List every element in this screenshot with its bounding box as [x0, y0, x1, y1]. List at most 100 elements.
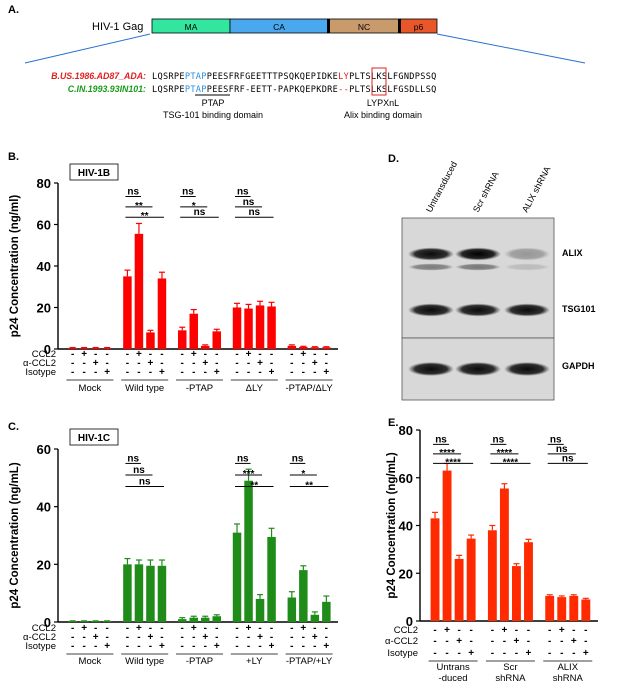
- treatment-label: α-CCL2: [385, 636, 418, 647]
- motif-ptap-desc: TSG-101 binding domain: [163, 110, 263, 120]
- y-tick-label: 60: [37, 218, 51, 233]
- treatment-sign: -: [584, 636, 587, 647]
- bar: [545, 595, 555, 621]
- bar: [212, 616, 222, 622]
- treatment-sign: +: [300, 623, 306, 634]
- sig-label: ***: [243, 469, 255, 480]
- treatment-sign: -: [149, 641, 152, 652]
- bar: [322, 347, 331, 349]
- group-label: Wild type: [125, 383, 164, 394]
- seq2-part-a: LQSRPE: [152, 85, 185, 95]
- gene-name: HIV-1 Gag: [92, 21, 143, 33]
- treatment-sign: -: [137, 358, 140, 369]
- sig-label: ns: [194, 207, 206, 218]
- treatment-sign: -: [94, 623, 97, 634]
- sig-label: ns: [243, 197, 255, 208]
- virus-badge: HIV-1C: [78, 433, 110, 444]
- sig-label: ****: [439, 448, 455, 459]
- treatment-sign: +: [214, 367, 220, 378]
- treatment-sign: -: [270, 632, 273, 643]
- alix-sub-band: [408, 263, 454, 271]
- group-label: -PTAP/ΔLY: [286, 383, 334, 394]
- treatment-sign: -: [572, 648, 575, 659]
- seq1-ptap: PTAP: [185, 72, 207, 82]
- bar: [524, 542, 533, 621]
- treatment-sign: -: [126, 358, 129, 369]
- treatment-sign: -: [82, 358, 85, 369]
- treatment-sign: +: [526, 648, 532, 659]
- treatment-sign: -: [313, 349, 316, 360]
- bar: [91, 621, 100, 622]
- sig-label: ns: [133, 465, 145, 476]
- sig-label: ****: [503, 457, 519, 468]
- treatment-sign: +: [191, 623, 197, 634]
- blot-top-membrane: [401, 217, 555, 339]
- treatment-sign: -: [235, 349, 238, 360]
- bar: [79, 621, 89, 622]
- treatment-sign: +: [323, 367, 329, 378]
- bar: [134, 233, 144, 349]
- treatment-sign: -: [247, 358, 250, 369]
- treatment-sign: +: [323, 641, 329, 652]
- panel-label: C.: [8, 421, 19, 433]
- group-label: +LY: [246, 656, 263, 667]
- treatment-sign: -: [105, 632, 108, 643]
- group-label: Wild type: [125, 656, 164, 667]
- treatment-sign: -: [71, 632, 74, 643]
- panel-a-label: A.: [8, 4, 19, 16]
- treatment-sign: -: [181, 623, 184, 634]
- treatment-sign: +: [571, 636, 577, 647]
- sig-label: ns: [237, 186, 249, 197]
- treatment-sign: -: [137, 641, 140, 652]
- sig-label: ns: [127, 186, 139, 197]
- bar: [581, 599, 591, 621]
- bar: [310, 614, 320, 622]
- seq1-text: LQSRPEPTAPPEESFRFGEETTTPSQKQEPIDKELYPLTS…: [152, 72, 437, 82]
- treatment-sign: +: [148, 358, 154, 369]
- treatment-sign: -: [94, 349, 97, 360]
- tsg101-band: [504, 303, 550, 317]
- treatment-sign: -: [457, 648, 460, 659]
- bar: [157, 278, 167, 349]
- treatment-sign: +: [257, 632, 263, 643]
- y-axis-label: p24 Concentration (ng/ml): [9, 195, 21, 338]
- seq1-part-c: PLTSLKSLFGNDPSSQ: [349, 72, 437, 82]
- gapdh-band: [455, 362, 501, 376]
- bar: [512, 566, 521, 621]
- treatment-sign: -: [270, 349, 273, 360]
- treatment-sign: -: [325, 623, 328, 634]
- gapdh-band: [504, 362, 550, 376]
- treatment-sign: -: [313, 641, 316, 652]
- treatment-sign: -: [160, 632, 163, 643]
- bar: [189, 617, 198, 622]
- group-label: -PTAP: [186, 656, 213, 667]
- sig-label: **: [250, 480, 258, 491]
- treatment-sign: -: [270, 358, 273, 369]
- treatment-sign: -: [302, 367, 305, 378]
- y-tick-label: 60: [37, 442, 51, 457]
- treatment-sign: -: [160, 358, 163, 369]
- sig-label: ****: [497, 448, 513, 459]
- treatment-sign: -: [527, 636, 530, 647]
- treatment-sign: -: [258, 623, 261, 634]
- treatment-sign: -: [192, 358, 195, 369]
- tsg101-band: [455, 303, 501, 317]
- bar: [123, 564, 132, 622]
- treatment-sign: -: [247, 367, 250, 378]
- gag-domain-label-ca: CA: [273, 22, 285, 32]
- y-axis-label: p24 Concentration (ng/mL): [9, 462, 21, 608]
- bar: [322, 601, 331, 622]
- treatment-sign: +: [269, 367, 275, 378]
- treatment-sign: -: [503, 636, 506, 647]
- motif-ly: LYPXnL: [367, 98, 399, 108]
- seq2-ly: --: [338, 85, 349, 95]
- treatment-sign: -: [491, 636, 494, 647]
- treatment-sign: +: [583, 648, 589, 659]
- treatment-sign: +: [159, 641, 165, 652]
- treatment-sign: -: [515, 648, 518, 659]
- treatment-sign: -: [302, 632, 305, 643]
- bar: [430, 518, 440, 621]
- bar: [487, 530, 497, 621]
- treatment-sign: -: [149, 349, 152, 360]
